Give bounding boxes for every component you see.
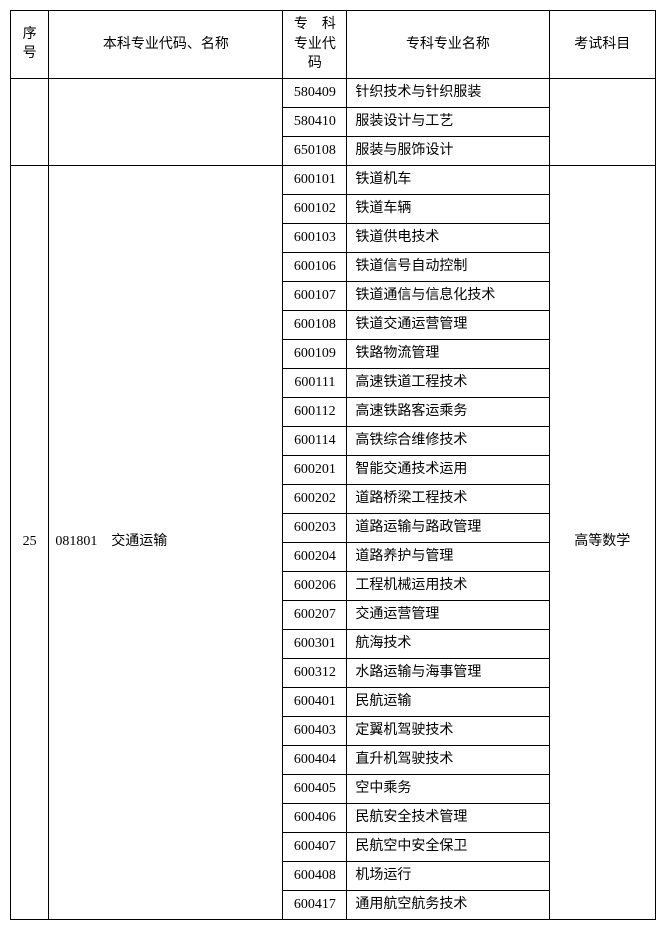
- specialty-name: 高铁综合维修技术: [347, 426, 549, 455]
- header-code: 专 科 专业代码: [283, 11, 347, 79]
- specialty-code: 600201: [283, 455, 347, 484]
- specialty-code: 600103: [283, 223, 347, 252]
- specialty-name: 民航安全技术管理: [347, 803, 549, 832]
- header-code-line2: 专业代码: [289, 35, 340, 74]
- specialty-name: 道路桥梁工程技术: [347, 484, 549, 513]
- specialty-code: 600108: [283, 310, 347, 339]
- exam-cell: 高等数学: [549, 165, 655, 919]
- specialty-code: 600405: [283, 774, 347, 803]
- specialty-name: 铁道通信与信息化技术: [347, 281, 549, 310]
- header-spname: 专科专业名称: [347, 11, 549, 79]
- specialty-name: 铁路物流管理: [347, 339, 549, 368]
- specialty-code: 600102: [283, 194, 347, 223]
- specialty-name: 民航运输: [347, 687, 549, 716]
- specialty-code: 580410: [283, 107, 347, 136]
- specialty-name: 智能交通技术运用: [347, 455, 549, 484]
- table-body: 580409针织技术与针织服装580410服装设计与工艺650108服装与服饰设…: [11, 78, 656, 919]
- specialty-code: 600112: [283, 397, 347, 426]
- specialty-code: 600312: [283, 658, 347, 687]
- specialty-code: 600106: [283, 252, 347, 281]
- specialty-code: 600301: [283, 629, 347, 658]
- header-code-line1: 专 科: [289, 15, 340, 35]
- specialty-name: 高速铁路客运乘务: [347, 397, 549, 426]
- specialty-code: 600107: [283, 281, 347, 310]
- specialty-code: 600204: [283, 542, 347, 571]
- specialty-name: 交通运营管理: [347, 600, 549, 629]
- specialty-name: 高速铁道工程技术: [347, 368, 549, 397]
- specialty-name: 空中乘务: [347, 774, 549, 803]
- header-ugname: 本科专业代码、名称: [49, 11, 283, 79]
- table-row: 25081801 交通运输600101铁道机车高等数学: [11, 165, 656, 194]
- undergrad-cell-continuation: [49, 78, 283, 165]
- specialty-code: 600403: [283, 716, 347, 745]
- specialty-code: 600404: [283, 745, 347, 774]
- specialty-code: 580409: [283, 78, 347, 107]
- specialty-code: 600407: [283, 832, 347, 861]
- specialty-code: 600206: [283, 571, 347, 600]
- table-header: 序号 本科专业代码、名称 专 科 专业代码 专科专业名称 考试科目: [11, 11, 656, 79]
- table-row: 580409针织技术与针织服装: [11, 78, 656, 107]
- specialty-code: 600408: [283, 861, 347, 890]
- specialty-name: 铁道信号自动控制: [347, 252, 549, 281]
- specialty-name: 铁道交通运营管理: [347, 310, 549, 339]
- majors-table: 序号 本科专业代码、名称 专 科 专业代码 专科专业名称 考试科目 580409…: [10, 10, 656, 920]
- undergrad-cell: 081801 交通运输: [49, 165, 283, 919]
- specialty-name: 机场运行: [347, 861, 549, 890]
- specialty-name: 服装与服饰设计: [347, 136, 549, 165]
- specialty-code: 600101: [283, 165, 347, 194]
- specialty-name: 工程机械运用技术: [347, 571, 549, 600]
- specialty-name: 针织技术与针织服装: [347, 78, 549, 107]
- exam-cell-continuation: [549, 78, 655, 165]
- header-seq: 序号: [11, 11, 49, 79]
- specialty-code: 650108: [283, 136, 347, 165]
- specialty-code: 600207: [283, 600, 347, 629]
- seq-cell: 25: [11, 165, 49, 919]
- header-exam: 考试科目: [549, 11, 655, 79]
- specialty-name: 定翼机驾驶技术: [347, 716, 549, 745]
- specialty-code: 600111: [283, 368, 347, 397]
- specialty-code: 600114: [283, 426, 347, 455]
- specialty-code: 600203: [283, 513, 347, 542]
- specialty-name: 民航空中安全保卫: [347, 832, 549, 861]
- seq-cell-continuation: [11, 78, 49, 165]
- specialty-name: 服装设计与工艺: [347, 107, 549, 136]
- specialty-name: 道路养护与管理: [347, 542, 549, 571]
- specialty-name: 铁道车辆: [347, 194, 549, 223]
- specialty-name: 铁道供电技术: [347, 223, 549, 252]
- specialty-name: 水路运输与海事管理: [347, 658, 549, 687]
- specialty-code: 600109: [283, 339, 347, 368]
- specialty-name: 航海技术: [347, 629, 549, 658]
- specialty-code: 600417: [283, 890, 347, 919]
- specialty-name: 通用航空航务技术: [347, 890, 549, 919]
- specialty-name: 道路运输与路政管理: [347, 513, 549, 542]
- specialty-code: 600406: [283, 803, 347, 832]
- specialty-name: 直升机驾驶技术: [347, 745, 549, 774]
- specialty-code: 600202: [283, 484, 347, 513]
- specialty-name: 铁道机车: [347, 165, 549, 194]
- specialty-code: 600401: [283, 687, 347, 716]
